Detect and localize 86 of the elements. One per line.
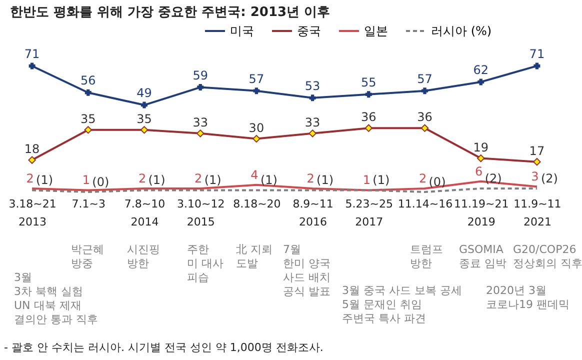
data-label: 71: [24, 46, 40, 61]
text: 北 지뢰 도발: [236, 243, 272, 270]
legend-label: 일본: [364, 24, 388, 38]
data-label: 36: [417, 110, 432, 124]
x-tick-label: 7.1~3: [72, 198, 106, 210]
point: [478, 78, 484, 86]
point: [534, 62, 540, 70]
point: [84, 89, 92, 96]
data-label: 33: [192, 115, 208, 130]
point: [140, 126, 148, 134]
point: [28, 156, 36, 164]
data-label: 30: [248, 120, 264, 135]
data-label: 35: [80, 112, 96, 126]
data-label: 6: [475, 164, 483, 178]
point: [365, 91, 372, 98]
point: [309, 94, 316, 102]
x-tick-label: 8.9~11 2016: [292, 198, 334, 228]
text: 주한 미 대사 피습: [187, 243, 224, 284]
text: GSOMIA 종료 임박: [459, 243, 506, 270]
data-label: (1): [316, 173, 334, 188]
data-label: 56: [80, 74, 96, 88]
x-tick-label: 8.18~20: [233, 198, 281, 210]
point: [253, 88, 260, 94]
legend-label: 미국: [230, 24, 254, 38]
data-label: (0): [92, 175, 110, 189]
data-label: (0): [428, 175, 446, 189]
data-label: 2: [26, 171, 34, 186]
text: - 괄호 안 수치는 러시아. 시기별 전국 성인 약 1,000명 전화조사.: [4, 341, 324, 354]
data-label: (1): [372, 173, 390, 188]
x-tick-label: 7.8~10 2014: [124, 198, 166, 228]
data-label: 4: [250, 168, 258, 182]
point: [533, 158, 541, 166]
data-label: 18: [24, 142, 40, 156]
data-label: 55: [361, 75, 376, 90]
x-tick-label: 11.19~21 2019: [454, 198, 509, 228]
data-label: 2: [138, 171, 146, 186]
text: 시진핑 방한: [127, 243, 160, 270]
text: 7월 한미 양국 사드 배치 공식 발표: [283, 243, 330, 298]
data-label: (2): [540, 171, 558, 186]
data-label: 59: [192, 68, 208, 82]
point: [420, 124, 429, 132]
point: [308, 130, 316, 138]
data-label: 1: [82, 173, 90, 188]
point: [422, 88, 428, 94]
point: [28, 62, 36, 70]
data-label: 53: [304, 78, 320, 93]
point: [364, 124, 373, 132]
data-label: 49: [136, 86, 152, 100]
data-label: 33: [304, 115, 320, 130]
data-label: 3: [531, 170, 539, 184]
data-label: 62: [473, 62, 488, 77]
x-tick-label: 11.14~16: [398, 198, 453, 210]
data-label: 2: [306, 171, 314, 186]
legend-label: 중국: [297, 24, 321, 38]
text: 2020년 3월 코로나19 팬데믹: [486, 284, 570, 311]
text: 트럼프 방한: [410, 243, 443, 270]
data-label: (1): [36, 173, 54, 188]
text: 3월 3차 북핵 실험 UN 대북 제재 결의안 통과 직후: [14, 271, 98, 326]
text: 3월 중국 사드 보복 공세 5월 문재인 취임 주변국 특사 파견: [342, 284, 462, 325]
point: [196, 130, 204, 138]
data-label: 71: [529, 46, 545, 61]
x-tick-label: 3.10~12 2015: [176, 198, 225, 228]
x-tick-label: 11.9~11 2021: [514, 198, 562, 228]
point: [141, 102, 148, 108]
data-label: 2: [194, 171, 202, 186]
data-label: 36: [361, 110, 376, 124]
x-tick-label: 5.23~25 2017: [345, 198, 394, 228]
data-label: (1): [148, 173, 166, 188]
data-label: 17: [529, 144, 545, 158]
x-tick-label: 3.18~21 2013: [8, 198, 56, 228]
chart-title: 한반도 평화를 위해 가장 중요한 주변국: 2013년 이후: [10, 5, 330, 20]
point: [197, 84, 204, 91]
data-label: 1: [362, 173, 370, 188]
data-label: (1): [260, 173, 278, 188]
point: [252, 134, 260, 143]
data-label: 19: [473, 140, 488, 154]
data-label: 57: [248, 72, 264, 86]
legend-label: 러시아 (%): [431, 24, 492, 38]
point: [84, 126, 92, 134]
point: [476, 154, 485, 162]
data-label: (1): [204, 173, 222, 188]
text: G20/COP26 정상회의 직후: [513, 243, 582, 270]
data-label: 57: [417, 72, 432, 86]
text: 박근혜 방중: [71, 243, 104, 270]
data-label: 2: [418, 171, 427, 186]
data-label: 35: [136, 112, 152, 126]
